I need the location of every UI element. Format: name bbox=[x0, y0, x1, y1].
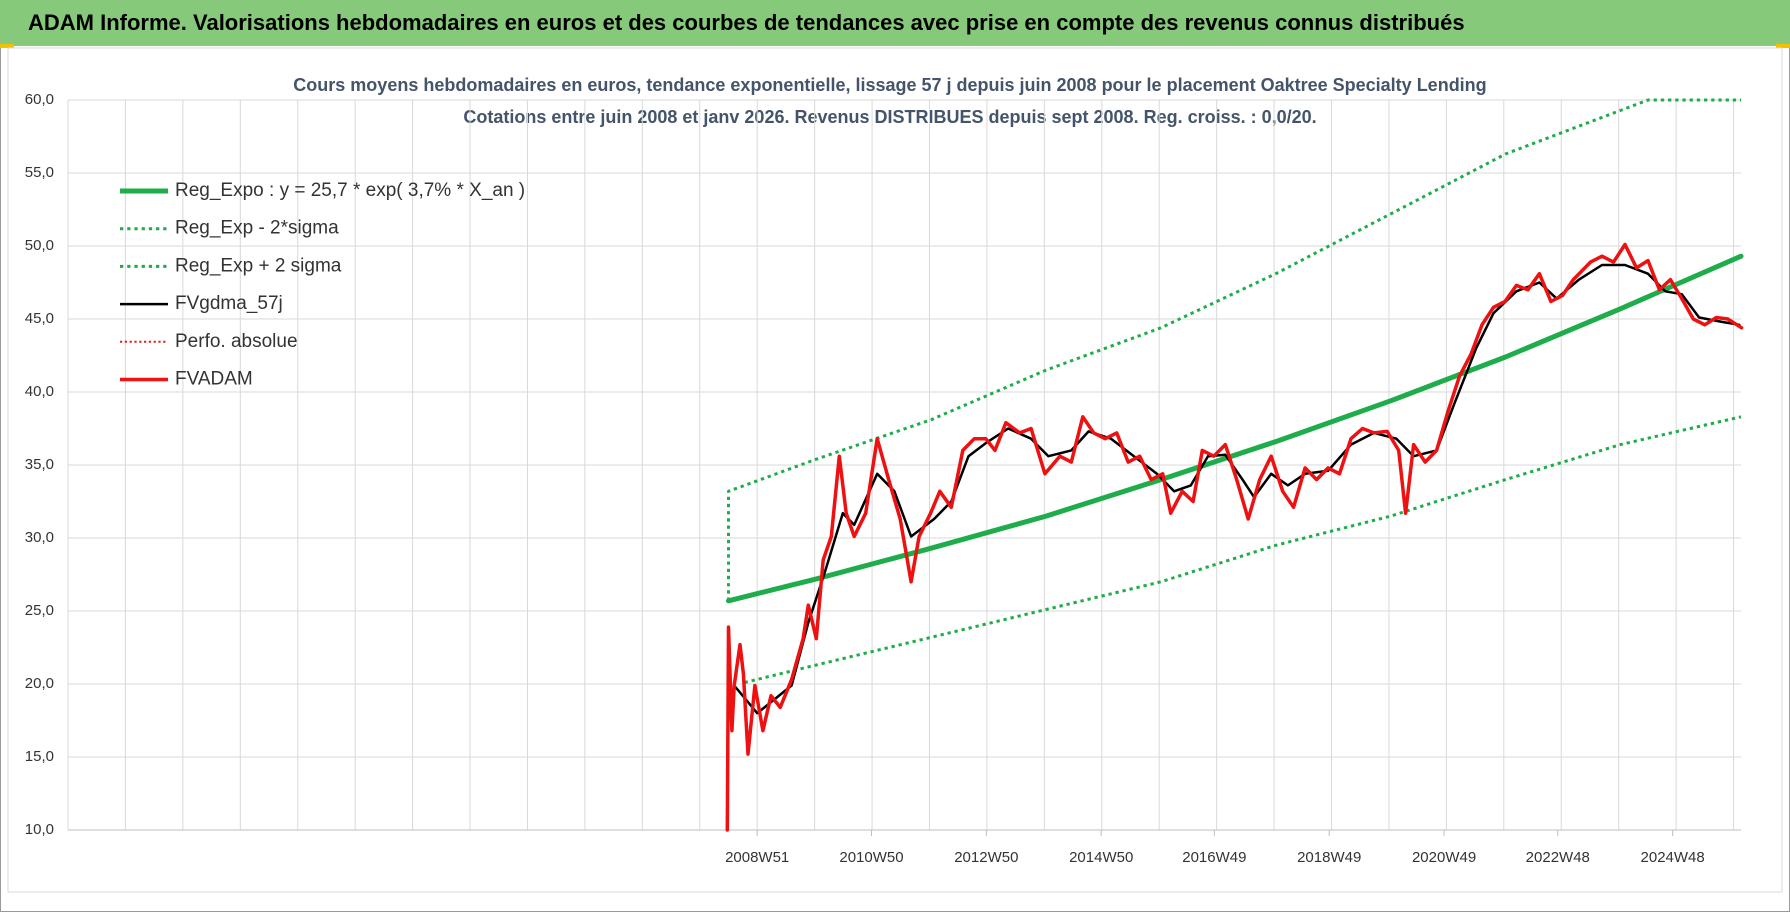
y-tick-label: 55,0 bbox=[25, 164, 54, 181]
legend: Reg_Expo : y = 25,7 * exp( 3,7% * X_an )… bbox=[120, 180, 525, 390]
series-line bbox=[725, 242, 1744, 832]
grid: 10,0 15,0 20,0 25,0 30,0 35,0 40,0 45,0 50,0 55,0… bbox=[25, 91, 1741, 866]
header-title: ADAM Informe. Valorisations hebdomadaire… bbox=[28, 10, 1465, 35]
legend-label: Reg_Exp + 2 sigma bbox=[175, 255, 342, 276]
y-tick-label: 30,0 bbox=[25, 529, 54, 546]
y-tick-label: 50,0 bbox=[25, 237, 54, 254]
x-tick-label: 2012W50 bbox=[954, 849, 1018, 866]
y-tick-label: 25,0 bbox=[25, 602, 54, 619]
x-tick-label: 2016W49 bbox=[1182, 849, 1246, 866]
x-tick-label: 2014W50 bbox=[1069, 849, 1133, 866]
series-line bbox=[727, 98, 1741, 601]
y-tick-label: 35,0 bbox=[25, 456, 54, 473]
legend-label: FVADAM bbox=[175, 369, 253, 390]
y-tick-label: 20,0 bbox=[25, 675, 54, 692]
chart-title: Cours moyens hebdomadaires en euros, ten… bbox=[293, 75, 1486, 95]
y-tick-label: 10,0 bbox=[25, 821, 54, 838]
series-line bbox=[726, 253, 1744, 604]
plot bbox=[725, 98, 1744, 832]
x-tick-label: 2020W49 bbox=[1412, 849, 1476, 866]
y-tick-label: 45,0 bbox=[25, 310, 54, 327]
y-tick-label: 15,0 bbox=[25, 748, 54, 765]
y-tick-label: 60,0 bbox=[25, 91, 54, 108]
y-tick-label: 40,0 bbox=[25, 383, 54, 400]
x-tick-label: 2010W50 bbox=[839, 849, 903, 866]
legend-label: Perfo. absolue bbox=[175, 331, 298, 352]
corner-mark bbox=[1776, 44, 1790, 48]
x-tick-label: 2022W48 bbox=[1526, 849, 1590, 866]
x-tick-label: 2018W49 bbox=[1297, 849, 1361, 866]
header-bar bbox=[0, 0, 1790, 46]
legend-label: FVgdma_57j bbox=[175, 293, 283, 314]
chart-subtitle: Cotations entre juin 2008 et janv 2026. … bbox=[463, 107, 1316, 127]
x-tick-label: 2008W51 bbox=[725, 849, 789, 866]
legend-label: Reg_Exp - 2*sigma bbox=[175, 218, 339, 239]
chart-area bbox=[7, 47, 1783, 893]
corner-mark bbox=[0, 44, 14, 48]
x-tick-label: 2024W48 bbox=[1641, 849, 1705, 866]
legend-label: Reg_Expo : y = 25,7 * exp( 3,7% * X_an ) bbox=[175, 180, 525, 201]
